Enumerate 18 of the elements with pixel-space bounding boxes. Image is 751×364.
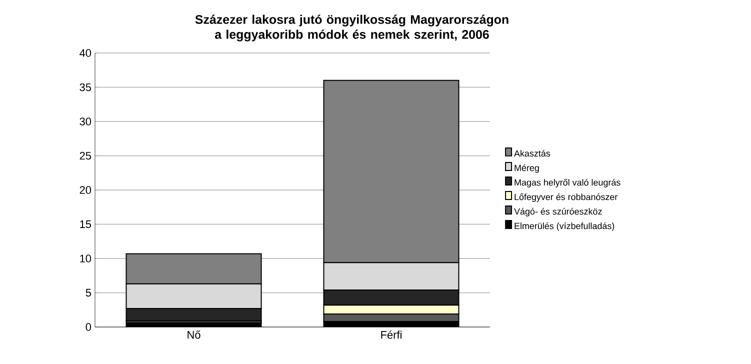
- y-tick-label: 10: [80, 254, 92, 262]
- legend-label: Akasztás: [514, 150, 550, 157]
- x-tick-label: Nő: [188, 330, 200, 339]
- legend-label: Méreg: [514, 164, 539, 173]
- y-tick-label: 40: [80, 49, 92, 57]
- legend-label: Elmerülés (vízbefulladás): [514, 222, 614, 231]
- y-tick-label: 30: [80, 118, 92, 126]
- legend-label: Lőfegyver és robbanószer: [514, 193, 618, 202]
- chart-title: Százezer lakosra jutó öngyilkosság Magyarországon a leggyakoribb módok és nemek szerint, 2006: [195, 14, 508, 42]
- y-tick-label: 0: [86, 323, 92, 331]
- x-tick-label: Férfi: [381, 330, 402, 339]
- legend-label: Vágó- és szúróeszköz: [514, 208, 602, 216]
- y-tick-label: 20: [80, 186, 92, 194]
- y-tick-label: 15: [80, 220, 92, 228]
- y-tick-label: 25: [80, 152, 92, 160]
- y-tick-label: 5: [86, 288, 92, 297]
- y-tick-label: 35: [80, 83, 92, 92]
- legend-label: Magas helyről való leugrás: [514, 178, 620, 188]
